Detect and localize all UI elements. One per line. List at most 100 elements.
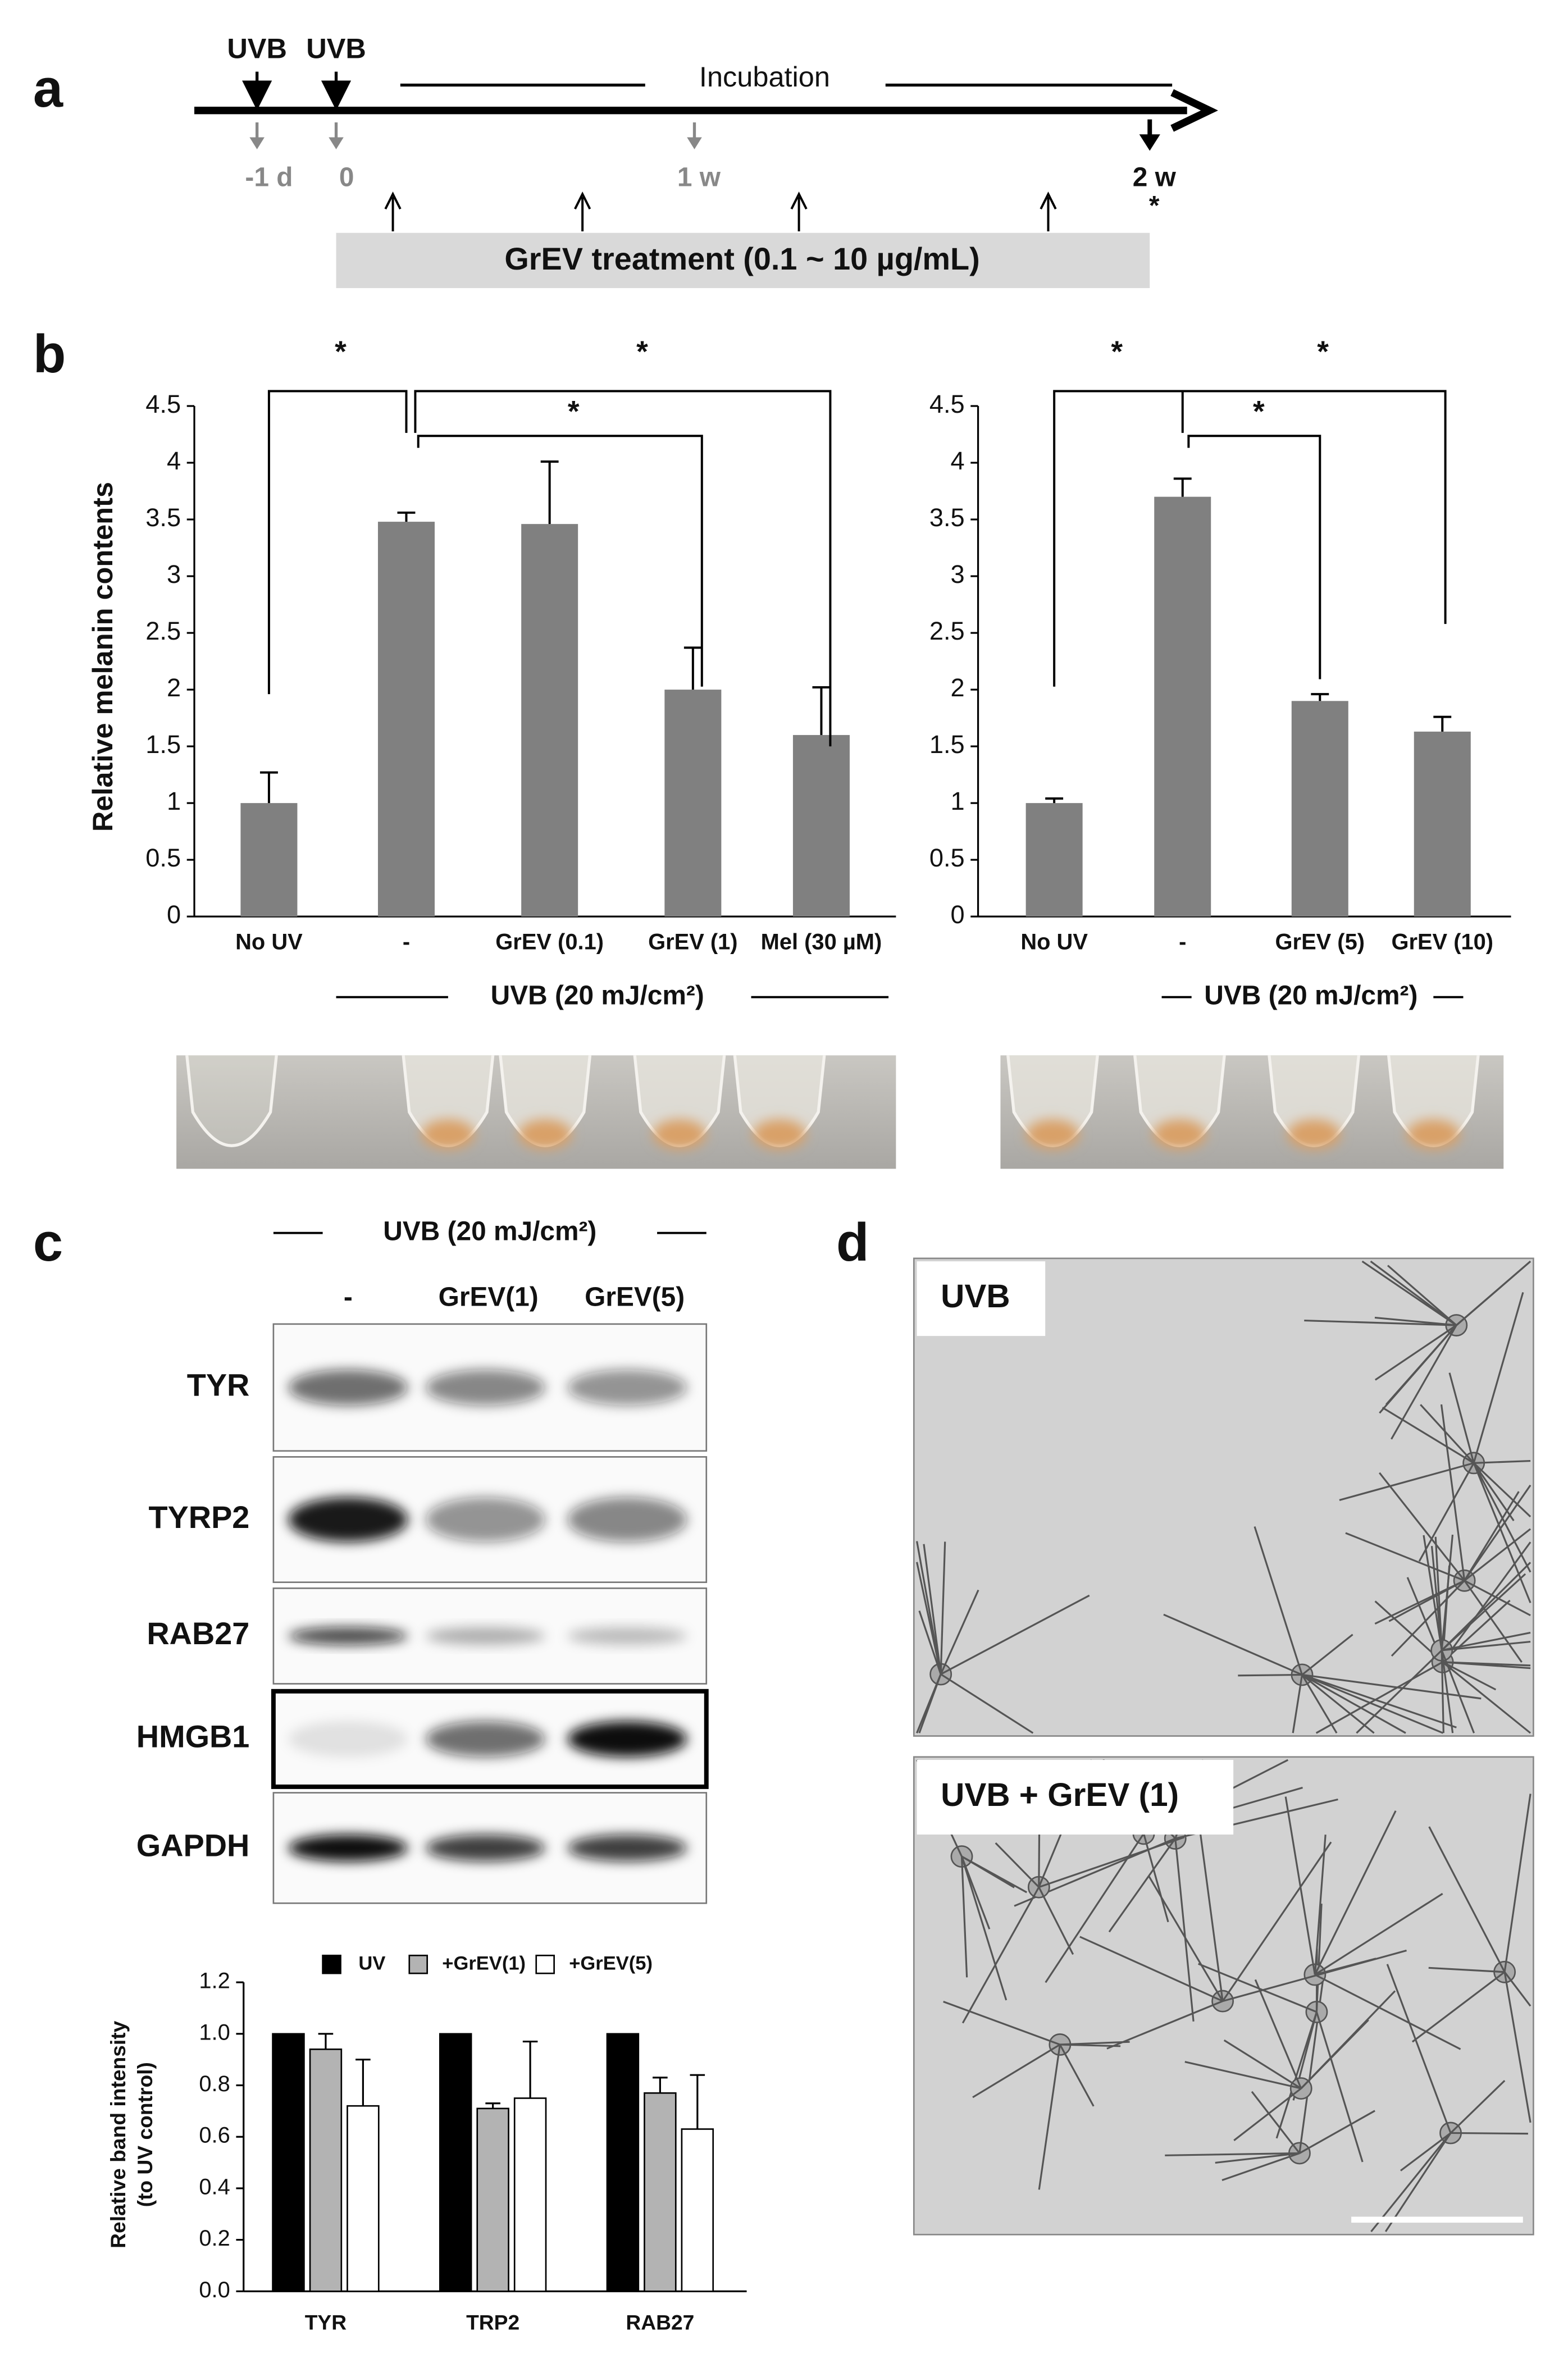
- band: [288, 1497, 408, 1542]
- dendrite: [940, 1594, 1090, 1675]
- significance-star: *: [568, 395, 580, 428]
- band: [567, 1627, 687, 1645]
- micrograph-label: UVB + GrEV (1): [941, 1777, 1179, 1813]
- dendrite: [961, 1855, 1015, 1888]
- dendrite: [1503, 1971, 1531, 2007]
- dendrite: [1254, 1526, 1303, 1675]
- timepoint: 2 w: [1133, 163, 1177, 193]
- error-bar: [318, 2033, 334, 2050]
- dendrite: [1301, 1673, 1444, 1734]
- dendrite: [1038, 2044, 1061, 2190]
- error-bar: [259, 771, 278, 804]
- dendrite: [1060, 2043, 1121, 2047]
- dendrite: [1456, 1260, 1531, 1326]
- panel-label: c: [33, 1212, 63, 1272]
- dendrite: [1400, 2132, 1452, 2171]
- dendrite: [1298, 1968, 1326, 2154]
- dendrite: [1302, 1673, 1482, 1700]
- dendrite: [916, 1673, 942, 1733]
- y-tick-label: 0.5: [145, 843, 181, 872]
- y-tick-label: 0.5: [929, 843, 965, 872]
- y-tick-label: 4.5: [145, 390, 181, 418]
- dendrite: [1300, 2019, 1369, 2090]
- protein-label: TYRP2: [148, 1499, 249, 1535]
- dendrite: [1503, 1794, 1531, 1972]
- band: [426, 1497, 545, 1542]
- dendrite: [1442, 1661, 1531, 1667]
- y-tick-label: 4: [167, 446, 181, 475]
- dendrite: [1423, 1535, 1443, 1651]
- dendrite: [961, 1886, 1040, 2024]
- y-tick-label: 0.8: [199, 2072, 230, 2096]
- dendrite: [1251, 2091, 1301, 2154]
- y-tick-label: 0.2: [199, 2226, 230, 2251]
- bar: [664, 690, 722, 917]
- dendrite: [1079, 1936, 1223, 2002]
- dendrite: [1464, 1484, 1531, 1581]
- x-tick-label: TRP2: [466, 2311, 519, 2334]
- dendrite: [1315, 2011, 1364, 2163]
- dendrite: [1370, 2132, 1452, 2233]
- dendrite: [1384, 2132, 1452, 2232]
- dendrite: [1464, 1580, 1523, 1663]
- dendrite: [1448, 1372, 1475, 1463]
- band: [426, 1627, 545, 1645]
- dendrite: [1198, 1824, 1224, 2001]
- error-bar: [1173, 477, 1192, 497]
- protein-label: GAPDH: [136, 1828, 250, 1863]
- bar: [377, 522, 435, 917]
- dendrite: [1442, 1661, 1497, 1691]
- dendrite: [1301, 1674, 1406, 1734]
- bar: [347, 2105, 380, 2292]
- pellet: [653, 1119, 706, 1149]
- dendrite: [1442, 1599, 1511, 1663]
- legend-label: +GrEV(1): [442, 1952, 526, 1974]
- treatment-label: GrEV treatment (0.1 ~ 10 µg/mL): [504, 241, 979, 276]
- dendrite: [1038, 1886, 1074, 1955]
- dendrite: [940, 1541, 946, 1675]
- dendrite: [1442, 1640, 1531, 1652]
- x-tick-label: GrEV (0.1): [495, 930, 604, 955]
- micrograph-label: UVB: [941, 1278, 1010, 1315]
- pellet: [1287, 1119, 1341, 1149]
- dendrite: [995, 1842, 1040, 1888]
- lane-label: -: [344, 1282, 353, 1312]
- uvb-label: UVB: [306, 33, 366, 65]
- dendrite: [1464, 1491, 1520, 1581]
- bar: [1291, 701, 1348, 917]
- bar: [513, 2097, 547, 2292]
- error-bar: [1433, 715, 1452, 732]
- dendrite: [1464, 1528, 1531, 1582]
- timeline: UVB UVB Incubation -1 d 0 1 w 2 w * GrEV…: [194, 33, 1218, 289]
- error-bar: [690, 2074, 705, 2129]
- dendrite: [1428, 1826, 1506, 1973]
- x-tick-label: GrEV (1): [648, 930, 737, 955]
- dendrite: [1418, 1462, 1475, 1562]
- significance-star: *: [636, 335, 648, 368]
- y-axis-label: Relative melanin contents: [86, 482, 118, 832]
- timepoint: -1 d: [245, 163, 293, 193]
- x-tick-label: TYR: [305, 2311, 347, 2334]
- dendrite: [1299, 2110, 1375, 2154]
- dendrite: [1301, 1674, 1375, 1734]
- dendrite: [1388, 1580, 1465, 1622]
- dendrite: [1441, 1631, 1531, 1652]
- bar: [1025, 803, 1083, 917]
- error-bar: [683, 646, 702, 690]
- y-axis-label: Relative band intensity: [106, 2020, 130, 2248]
- dendrite: [1441, 1562, 1531, 1651]
- y-tick-label: 3.5: [929, 503, 965, 532]
- tube-photos: [176, 1055, 1504, 1169]
- y-tick-label: 1: [951, 787, 965, 815]
- dendrite: [960, 1856, 968, 1978]
- dendrite: [916, 1562, 942, 1675]
- panel-label: b: [33, 324, 66, 384]
- band: [567, 1497, 687, 1542]
- dendrite: [1314, 1974, 1461, 2050]
- dendrite: [1292, 1675, 1303, 1733]
- micrograph-label-box: [917, 1760, 1234, 1835]
- significance-star: *: [1317, 335, 1329, 368]
- dendrite: [1108, 1838, 1177, 1933]
- dendrite: [1339, 1462, 1474, 1501]
